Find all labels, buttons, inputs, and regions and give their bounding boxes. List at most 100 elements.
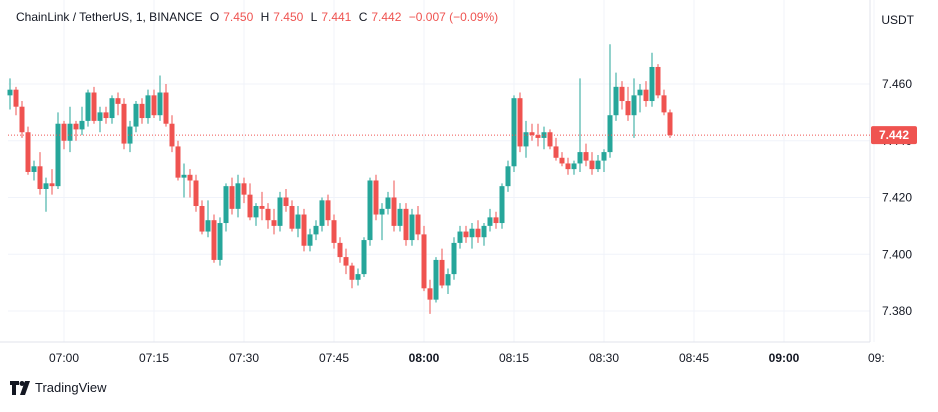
candle-down[interactable]: [37, 152, 43, 195]
candle-up[interactable]: [445, 268, 451, 294]
candle-down[interactable]: [343, 248, 349, 275]
candle-down[interactable]: [187, 169, 193, 198]
candle-down[interactable]: [265, 203, 271, 229]
candle-up[interactable]: [133, 101, 139, 133]
candle-down[interactable]: [475, 220, 481, 243]
candle-down[interactable]: [199, 200, 205, 235]
candle-down[interactable]: [529, 123, 535, 141]
candle-up[interactable]: [109, 95, 115, 124]
candle-down[interactable]: [661, 89, 667, 116]
candle-up[interactable]: [55, 112, 61, 189]
candle-down[interactable]: [163, 84, 169, 127]
candle-up[interactable]: [433, 257, 439, 303]
candle-up[interactable]: [205, 200, 211, 238]
candle-down[interactable]: [547, 129, 553, 150]
candle-down[interactable]: [211, 214, 217, 263]
candle-up[interactable]: [145, 89, 151, 124]
candle-up[interactable]: [253, 203, 259, 226]
candle-down[interactable]: [373, 174, 379, 221]
candle-up[interactable]: [85, 89, 91, 127]
candle-down[interactable]: [619, 81, 625, 110]
candle-down[interactable]: [91, 86, 97, 124]
candle-down[interactable]: [271, 208, 277, 235]
candle-up[interactable]: [319, 197, 325, 232]
candle-down[interactable]: [565, 157, 571, 175]
candle-up[interactable]: [367, 177, 373, 246]
candle-down[interactable]: [193, 174, 199, 212]
candle-down[interactable]: [535, 123, 541, 147]
tradingview-brand[interactable]: TradingView: [10, 380, 107, 395]
candle-down[interactable]: [115, 92, 121, 116]
candle-up[interactable]: [235, 174, 241, 218]
candle-down[interactable]: [337, 237, 343, 263]
candle-down[interactable]: [49, 169, 55, 195]
candle-up[interactable]: [127, 120, 133, 153]
candle-down[interactable]: [349, 262, 355, 289]
candle-down[interactable]: [589, 152, 595, 175]
candle-down[interactable]: [229, 177, 235, 215]
candle-down[interactable]: [391, 180, 397, 232]
candle-up[interactable]: [157, 75, 163, 121]
candle-up[interactable]: [607, 44, 613, 158]
candle-up[interactable]: [469, 223, 475, 249]
candle-down[interactable]: [643, 81, 649, 107]
candle-up[interactable]: [295, 206, 301, 238]
candle-up[interactable]: [313, 220, 319, 241]
candle-up[interactable]: [307, 228, 313, 252]
candle-up[interactable]: [601, 149, 607, 172]
candle-up[interactable]: [457, 225, 463, 249]
candle-up[interactable]: [613, 72, 619, 121]
candle-down[interactable]: [169, 115, 175, 153]
candle-down[interactable]: [331, 214, 337, 249]
candle-up[interactable]: [31, 160, 37, 181]
candle-up[interactable]: [67, 106, 73, 153]
candle-down[interactable]: [667, 109, 673, 138]
candle-up[interactable]: [571, 160, 577, 175]
candle-up[interactable]: [523, 120, 529, 158]
candle-up[interactable]: [595, 154, 601, 172]
symbol-label[interactable]: ChainLink / TetherUS, 1, BINANCE: [16, 10, 203, 24]
candle-up[interactable]: [505, 160, 511, 192]
candle-down[interactable]: [559, 152, 565, 167]
candle-up[interactable]: [451, 237, 457, 280]
candle-up[interactable]: [7, 78, 13, 110]
candle-down[interactable]: [439, 248, 445, 289]
candle-up[interactable]: [97, 106, 103, 133]
candle-down[interactable]: [625, 86, 631, 121]
candle-down[interactable]: [139, 98, 145, 124]
candle-down[interactable]: [103, 106, 109, 124]
candle-up[interactable]: [499, 183, 505, 229]
candle-down[interactable]: [583, 143, 589, 167]
candle-down[interactable]: [73, 120, 79, 141]
candle-down[interactable]: [259, 191, 265, 221]
candle-down[interactable]: [241, 177, 247, 204]
candle-up[interactable]: [577, 78, 583, 172]
candle-up[interactable]: [43, 177, 49, 212]
candle-up[interactable]: [181, 163, 187, 198]
candle-down[interactable]: [121, 98, 127, 150]
candle-down[interactable]: [247, 183, 253, 221]
candle-up[interactable]: [361, 237, 367, 277]
candle-up[interactable]: [481, 223, 487, 246]
candle-up[interactable]: [649, 52, 655, 107]
candle-up[interactable]: [511, 95, 517, 172]
candle-up[interactable]: [397, 203, 403, 232]
candle-up[interactable]: [541, 126, 547, 150]
candle-down[interactable]: [517, 92, 523, 153]
candle-up[interactable]: [217, 217, 223, 266]
candle-down[interactable]: [19, 101, 25, 138]
candle-down[interactable]: [175, 140, 181, 181]
candle-up[interactable]: [409, 208, 415, 246]
candle-up[interactable]: [631, 78, 637, 138]
candle-down[interactable]: [493, 211, 499, 229]
candle-down[interactable]: [403, 203, 409, 246]
candle-up[interactable]: [379, 203, 385, 241]
candle-down[interactable]: [553, 137, 559, 161]
candle-down[interactable]: [415, 206, 421, 241]
candle-down[interactable]: [421, 225, 427, 292]
candle-up[interactable]: [277, 191, 283, 232]
candle-up[interactable]: [79, 106, 85, 136]
candle-down[interactable]: [61, 120, 67, 150]
